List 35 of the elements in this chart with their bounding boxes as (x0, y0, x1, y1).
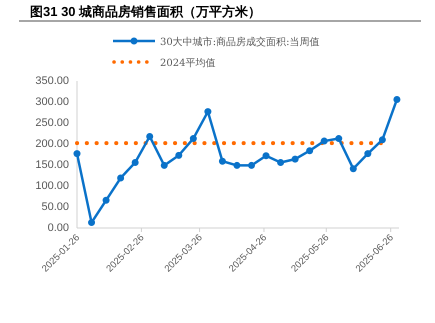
point (117, 174, 124, 182)
point (218, 158, 226, 165)
point (132, 158, 139, 166)
legend-label: 2024平均值 (160, 57, 216, 69)
y-tick-label: 350.00 (35, 75, 69, 87)
y-tick-label: 50.00 (41, 201, 69, 213)
point (88, 219, 96, 226)
point (393, 96, 400, 103)
chart-title: 图31 30 城商品房销售面积（万平方米） (30, 4, 262, 19)
point (292, 156, 299, 163)
y-tick-label: 250.00 (35, 117, 69, 129)
y-tick-label: 0.00 (48, 222, 69, 234)
point (146, 132, 154, 140)
point (277, 158, 284, 166)
point (350, 165, 357, 172)
point (175, 152, 182, 159)
point (378, 136, 386, 144)
point (320, 138, 328, 145)
point (233, 162, 240, 169)
point (248, 162, 256, 169)
legend-ref: 2024平均值 (112, 58, 216, 69)
y-tick-label: 100.00 (35, 180, 69, 192)
point (335, 135, 342, 142)
y-tick-label: 300.00 (35, 96, 69, 108)
point (306, 147, 314, 154)
point (364, 150, 372, 158)
point (190, 135, 197, 142)
point (102, 196, 110, 204)
point (160, 162, 168, 169)
point (74, 150, 80, 158)
point (204, 108, 212, 116)
y-tick-label: 200.00 (35, 138, 69, 150)
y-tick-label: 150.00 (35, 159, 69, 171)
legend-label: 30大中城市:商品房成交面积:当周值 (160, 36, 320, 48)
point (262, 152, 270, 160)
